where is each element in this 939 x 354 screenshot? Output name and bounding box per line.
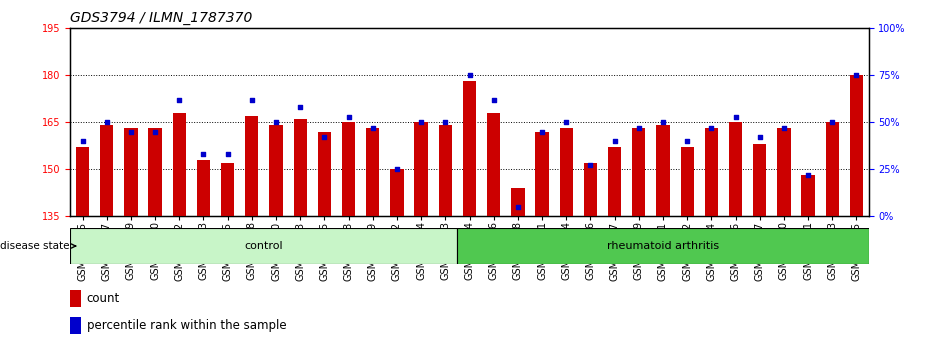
Point xyxy=(728,114,743,119)
Bar xyxy=(729,122,742,216)
Bar xyxy=(197,160,210,216)
Bar xyxy=(753,144,766,216)
Bar xyxy=(391,169,404,216)
Bar xyxy=(100,125,114,216)
Point xyxy=(631,125,646,131)
Point xyxy=(123,129,138,134)
Text: rheumatoid arthritis: rheumatoid arthritis xyxy=(607,241,719,251)
Bar xyxy=(560,129,573,216)
Bar xyxy=(825,122,839,216)
Bar xyxy=(584,163,597,216)
Bar xyxy=(608,147,622,216)
Bar xyxy=(366,129,379,216)
Bar xyxy=(511,188,525,216)
Bar xyxy=(70,228,457,264)
Point xyxy=(365,125,380,131)
Text: count: count xyxy=(87,292,120,305)
Point xyxy=(486,97,501,102)
Point xyxy=(438,119,453,125)
Point xyxy=(849,72,864,78)
Point xyxy=(752,134,767,140)
Bar xyxy=(245,116,258,216)
Bar xyxy=(317,131,331,216)
Bar xyxy=(850,75,863,216)
Bar xyxy=(70,317,81,334)
Point xyxy=(147,129,162,134)
Point xyxy=(293,104,308,110)
Point xyxy=(413,119,428,125)
Bar xyxy=(173,113,186,216)
Bar xyxy=(70,290,81,307)
Bar xyxy=(457,228,869,264)
Point xyxy=(220,151,235,157)
Point xyxy=(608,138,623,144)
Bar xyxy=(124,129,137,216)
Point xyxy=(583,162,598,168)
Bar xyxy=(802,175,815,216)
Bar xyxy=(777,129,791,216)
Point xyxy=(196,151,211,157)
Point xyxy=(269,119,284,125)
Point xyxy=(341,114,356,119)
Bar xyxy=(148,129,162,216)
Text: disease state: disease state xyxy=(0,241,76,251)
Point xyxy=(100,119,115,125)
Bar xyxy=(269,125,283,216)
Point xyxy=(704,125,719,131)
Bar xyxy=(463,81,476,216)
Text: GDS3794 / ILMN_1787370: GDS3794 / ILMN_1787370 xyxy=(70,11,253,25)
Point xyxy=(462,72,477,78)
Point xyxy=(680,138,695,144)
Point xyxy=(534,129,549,134)
Point xyxy=(801,172,816,177)
Bar xyxy=(681,147,694,216)
Point xyxy=(390,166,405,172)
Bar xyxy=(487,113,500,216)
Bar xyxy=(414,122,428,216)
Point xyxy=(511,204,526,209)
Bar xyxy=(221,163,235,216)
Bar xyxy=(76,147,89,216)
Bar xyxy=(294,119,307,216)
Point xyxy=(824,119,839,125)
Point xyxy=(559,119,574,125)
Text: percentile rank within the sample: percentile rank within the sample xyxy=(87,319,286,332)
Text: control: control xyxy=(244,241,284,251)
Point xyxy=(316,134,331,140)
Point xyxy=(172,97,187,102)
Point xyxy=(777,125,792,131)
Point xyxy=(244,97,259,102)
Bar xyxy=(704,129,718,216)
Bar xyxy=(535,131,548,216)
Bar xyxy=(342,122,355,216)
Point xyxy=(75,138,90,144)
Bar xyxy=(632,129,645,216)
Bar xyxy=(656,125,670,216)
Point xyxy=(655,119,670,125)
Bar xyxy=(439,125,452,216)
